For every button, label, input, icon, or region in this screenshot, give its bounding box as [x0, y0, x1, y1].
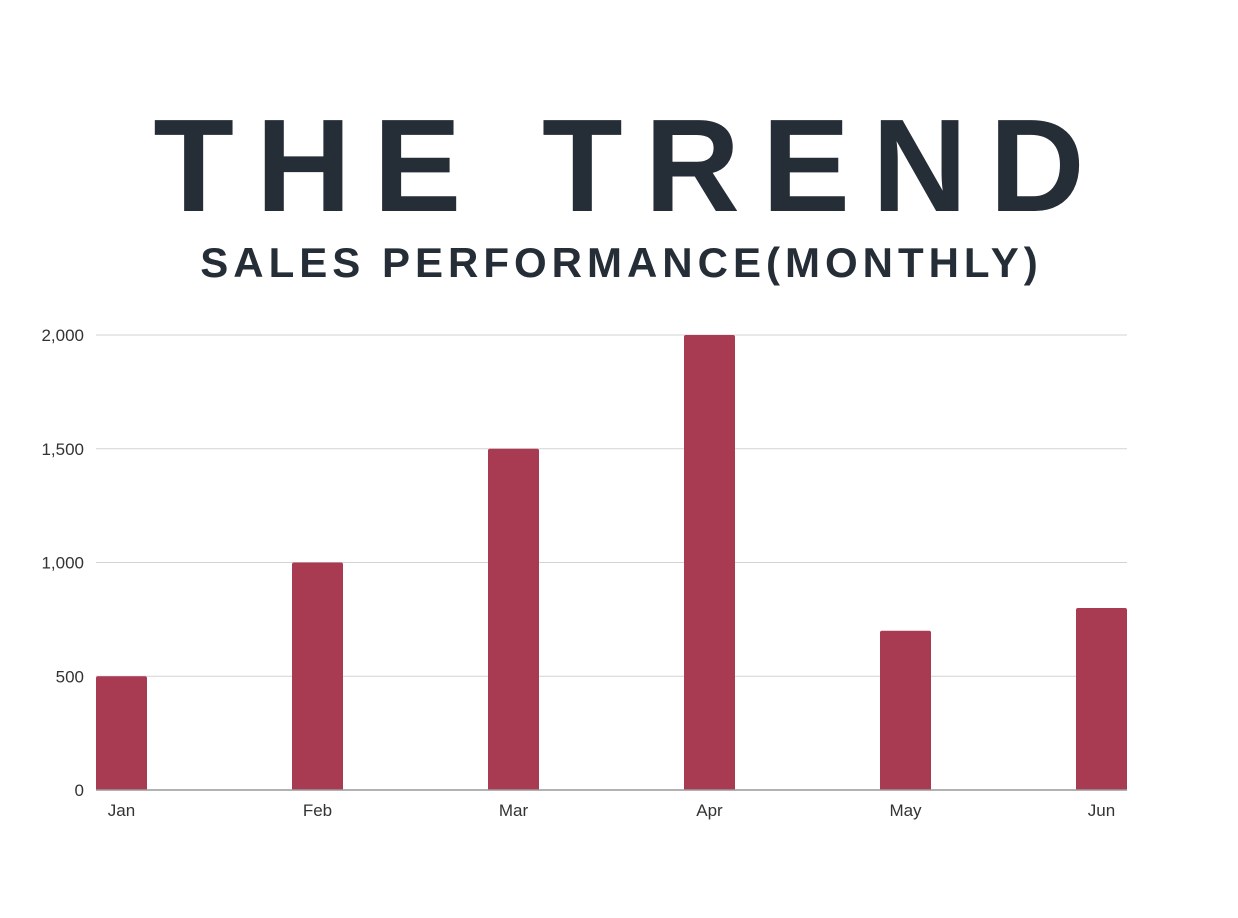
- y-tick-label: 1,500: [41, 440, 84, 459]
- chart-title: THE TREND: [153, 92, 1107, 239]
- chart-subtitle: SALES PERFORMANCE(MONTHLY): [200, 239, 1043, 286]
- bar-feb: [292, 562, 343, 790]
- x-tick-label: Mar: [499, 801, 529, 820]
- bar-mar: [488, 448, 539, 790]
- x-tick-label: Jun: [1088, 801, 1115, 820]
- y-tick-label: 500: [56, 667, 84, 686]
- bar-apr: [684, 335, 735, 790]
- x-tick-label: Apr: [696, 801, 723, 820]
- bar-jan: [96, 676, 147, 790]
- bars: [96, 335, 1127, 790]
- gridlines: [96, 334, 1127, 677]
- y-tick-label: 2,000: [41, 326, 84, 345]
- tick-labels: 0 500 1,000 1,500 2,000 Jan Feb Mar Apr May Jun: [41, 326, 1115, 820]
- x-tick-label: May: [889, 801, 922, 820]
- x-tick-label: Feb: [303, 801, 332, 820]
- y-tick-label: 1,000: [41, 554, 84, 573]
- bar-jun: [1076, 608, 1127, 790]
- bar-may: [880, 630, 931, 790]
- y-tick-label: 0: [75, 781, 84, 800]
- x-tick-label: Jan: [108, 801, 135, 820]
